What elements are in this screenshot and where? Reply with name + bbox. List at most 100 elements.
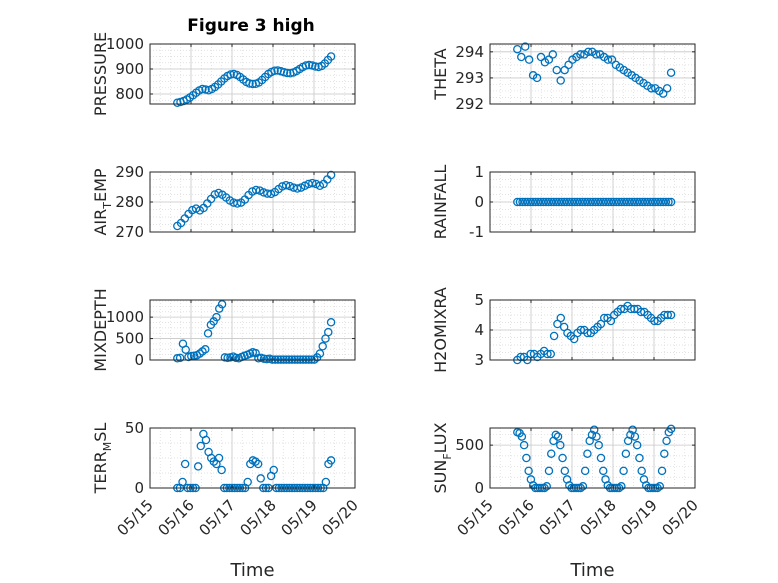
x-tick-label: 05/17 — [536, 496, 579, 539]
data-point — [666, 424, 676, 434]
data-point — [226, 70, 235, 79]
data-point — [549, 331, 559, 341]
data-point — [580, 466, 590, 476]
data-point — [663, 310, 672, 320]
data-point — [576, 325, 586, 335]
data-point — [315, 349, 325, 358]
data-point — [324, 327, 333, 337]
data-point — [662, 84, 672, 93]
x-tick-label: 05/15 — [454, 496, 497, 539]
subplot-terr: 0 50 TERRMSL05/1505/1605/1705/1805/1905/20… — [91, 419, 362, 581]
data-point — [253, 459, 263, 469]
axes-box — [489, 43, 696, 105]
data-point — [630, 304, 639, 314]
data-point — [584, 47, 593, 57]
data-point — [666, 310, 676, 320]
data-point — [536, 52, 546, 62]
y-tick-label: 1000 — [106, 35, 144, 53]
data-point — [215, 304, 224, 313]
y-tick-label: 0 — [134, 479, 144, 497]
y-axis-label: H2OMIXRA — [431, 287, 450, 373]
data-point — [212, 312, 221, 322]
data-point — [632, 440, 642, 450]
data-point — [556, 76, 565, 85]
data-point — [560, 466, 570, 476]
y-tick-label: 294 — [455, 43, 484, 61]
data-point — [520, 42, 530, 51]
axes-box — [149, 299, 356, 361]
axes-box — [149, 427, 356, 489]
y-tick-label: 1 — [474, 163, 484, 181]
y-tick-label: 1000 — [106, 308, 144, 326]
data-point — [630, 432, 640, 441]
data-point — [599, 313, 609, 323]
data-point — [636, 307, 646, 317]
data-point — [621, 449, 631, 458]
data-point — [635, 453, 644, 463]
x-tick-label: 05/19 — [278, 496, 321, 539]
y-axis-label: SUNFLUX — [431, 422, 454, 493]
data-point — [178, 477, 187, 487]
y-tick-label: 293 — [455, 69, 484, 87]
data-point — [326, 170, 336, 180]
data-point — [522, 453, 531, 463]
subplot-theta: 292 293 294 THETA — [431, 42, 696, 113]
x-tick-label: 05/16 — [495, 496, 538, 539]
x-tick-label: 05/19 — [618, 496, 661, 539]
data-point — [201, 345, 210, 354]
x-tick-label: 05/17 — [196, 496, 239, 539]
data-point — [201, 435, 211, 445]
data-point — [209, 317, 218, 326]
x-tick-label: 05/15 — [114, 496, 157, 539]
y-tick-label: 4 — [474, 321, 484, 339]
data-point — [517, 432, 527, 441]
data-point — [592, 432, 601, 441]
data-point — [544, 466, 554, 476]
data-point — [553, 432, 563, 441]
subplot-rainfall: -1 0 1 RAINFALL — [431, 163, 696, 241]
y-axis-label: TERRMSL — [91, 423, 114, 495]
x-axis-label: Time — [569, 560, 614, 581]
y-axis-label: AIRTEMP — [91, 168, 114, 235]
data-point — [214, 453, 224, 463]
data-point — [576, 50, 585, 59]
y-tick-label: 500 — [115, 330, 144, 348]
data-point — [626, 430, 635, 440]
x-tick-label: 05/20 — [319, 496, 362, 539]
data-point — [662, 436, 671, 446]
data-point — [660, 449, 669, 458]
data-point — [637, 466, 646, 476]
data-point — [556, 313, 566, 323]
data-point — [650, 316, 659, 326]
data-point — [546, 349, 556, 359]
data-point — [198, 84, 207, 94]
data-point — [281, 180, 291, 190]
data-point — [558, 453, 567, 463]
data-point — [596, 453, 606, 463]
data-point — [519, 440, 529, 450]
data-point — [544, 55, 554, 64]
data-point — [532, 73, 542, 83]
data-point — [180, 459, 190, 469]
data-point — [619, 466, 628, 476]
y-tick-label: 290 — [115, 163, 144, 181]
y-tick-label: 5 — [474, 291, 484, 309]
subplot-sun: 0 500SUNFLUX05/1505/1605/1705/1805/1905/2… — [431, 422, 702, 581]
y-tick-label: 500 — [455, 436, 484, 454]
y-tick-label: 0 — [474, 479, 484, 497]
data-point — [269, 465, 279, 475]
data-point — [516, 352, 525, 362]
data-point — [251, 185, 261, 195]
data-point — [233, 199, 242, 208]
data-point — [293, 184, 302, 193]
data-point — [546, 449, 556, 458]
x-tick-label: 05/16 — [155, 496, 198, 539]
y-tick-label: 0 — [474, 193, 484, 211]
axes-box — [489, 427, 696, 489]
data-point — [304, 60, 314, 70]
data-point — [552, 65, 562, 75]
data-point — [326, 318, 336, 327]
data-point — [524, 55, 534, 64]
